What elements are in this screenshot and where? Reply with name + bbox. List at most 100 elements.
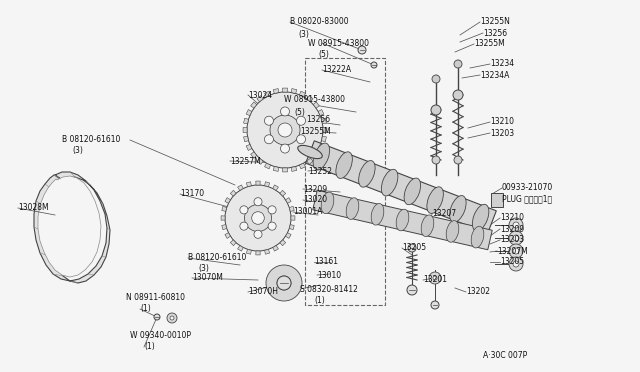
Text: (1): (1)	[140, 305, 151, 314]
Ellipse shape	[298, 145, 323, 158]
Text: 13010: 13010	[317, 270, 341, 279]
Polygon shape	[321, 118, 326, 124]
Text: 13256: 13256	[306, 115, 330, 125]
Polygon shape	[291, 167, 297, 171]
Circle shape	[431, 105, 441, 115]
Circle shape	[270, 115, 300, 145]
Circle shape	[167, 313, 177, 323]
Polygon shape	[257, 96, 263, 102]
Text: 13070H: 13070H	[248, 288, 278, 296]
Text: (3): (3)	[72, 147, 83, 155]
Circle shape	[240, 206, 248, 214]
Circle shape	[225, 185, 291, 251]
Circle shape	[268, 206, 276, 214]
Circle shape	[432, 156, 440, 164]
Circle shape	[264, 116, 273, 125]
Text: 13257M: 13257M	[230, 157, 260, 166]
Polygon shape	[289, 225, 294, 230]
Polygon shape	[282, 88, 287, 92]
Text: (3): (3)	[198, 264, 209, 273]
Polygon shape	[246, 144, 252, 150]
Circle shape	[280, 144, 289, 153]
Text: (5): (5)	[318, 49, 329, 58]
Circle shape	[277, 276, 291, 290]
Text: 13028M: 13028M	[18, 203, 49, 212]
Ellipse shape	[404, 178, 420, 205]
Polygon shape	[246, 182, 252, 187]
Polygon shape	[273, 167, 279, 171]
Text: 13209: 13209	[303, 185, 327, 193]
Ellipse shape	[321, 192, 334, 214]
Polygon shape	[244, 136, 248, 142]
Circle shape	[296, 135, 305, 144]
Circle shape	[433, 276, 437, 280]
Text: N 08911-60810: N 08911-60810	[126, 294, 185, 302]
Circle shape	[244, 205, 271, 231]
Text: 13001A: 13001A	[293, 208, 323, 217]
Circle shape	[509, 231, 523, 245]
Polygon shape	[246, 249, 252, 254]
Polygon shape	[237, 185, 243, 190]
Ellipse shape	[396, 209, 409, 231]
Ellipse shape	[427, 187, 444, 214]
Polygon shape	[300, 163, 305, 169]
Circle shape	[280, 107, 289, 116]
Polygon shape	[38, 176, 101, 277]
Text: 13234A: 13234A	[480, 71, 509, 80]
Polygon shape	[251, 152, 257, 158]
Polygon shape	[323, 128, 327, 132]
Text: 13170: 13170	[180, 189, 204, 199]
Text: B 08020-83000: B 08020-83000	[290, 17, 349, 26]
Polygon shape	[264, 91, 271, 97]
Text: 13234: 13234	[490, 60, 514, 68]
Ellipse shape	[471, 226, 484, 248]
Circle shape	[358, 46, 366, 54]
Polygon shape	[306, 141, 496, 233]
Polygon shape	[291, 216, 295, 220]
Ellipse shape	[450, 196, 466, 222]
Polygon shape	[313, 152, 319, 158]
Polygon shape	[291, 89, 297, 93]
Text: (1): (1)	[144, 343, 155, 352]
Text: 00933-21070: 00933-21070	[502, 183, 553, 192]
Polygon shape	[313, 102, 319, 108]
Circle shape	[407, 285, 417, 295]
Ellipse shape	[446, 221, 459, 242]
Polygon shape	[251, 102, 257, 108]
Text: W 09340-0010P: W 09340-0010P	[130, 331, 191, 340]
Circle shape	[429, 272, 441, 284]
Ellipse shape	[421, 215, 434, 237]
Circle shape	[240, 222, 248, 230]
Text: 13205: 13205	[402, 244, 426, 253]
Text: A·30C 007P: A·30C 007P	[483, 350, 527, 359]
Text: 13210: 13210	[490, 118, 514, 126]
FancyBboxPatch shape	[491, 193, 503, 207]
Polygon shape	[318, 144, 324, 150]
Circle shape	[453, 90, 463, 100]
Text: 13252: 13252	[308, 167, 332, 176]
Polygon shape	[221, 206, 227, 211]
Polygon shape	[221, 225, 227, 230]
Ellipse shape	[472, 204, 489, 231]
Text: 13201: 13201	[423, 276, 447, 285]
Polygon shape	[289, 206, 294, 211]
Circle shape	[264, 135, 273, 144]
Text: 13255M: 13255M	[300, 126, 331, 135]
Text: B 08120-61610: B 08120-61610	[62, 135, 120, 144]
Ellipse shape	[358, 161, 375, 187]
Text: PLUG プラグ（1）: PLUG プラグ（1）	[502, 195, 552, 203]
Text: 13070M: 13070M	[192, 273, 223, 282]
Text: (5): (5)	[294, 108, 305, 116]
Ellipse shape	[371, 203, 384, 225]
Circle shape	[432, 75, 440, 83]
Text: 13255M: 13255M	[474, 39, 505, 48]
Circle shape	[408, 244, 416, 252]
Circle shape	[509, 257, 523, 271]
Text: 13209: 13209	[500, 224, 524, 234]
Polygon shape	[273, 246, 278, 251]
Text: S 08320-81412: S 08320-81412	[300, 285, 358, 294]
Polygon shape	[273, 185, 278, 190]
Text: 13207: 13207	[432, 208, 456, 218]
Polygon shape	[225, 198, 230, 203]
Polygon shape	[230, 190, 236, 196]
